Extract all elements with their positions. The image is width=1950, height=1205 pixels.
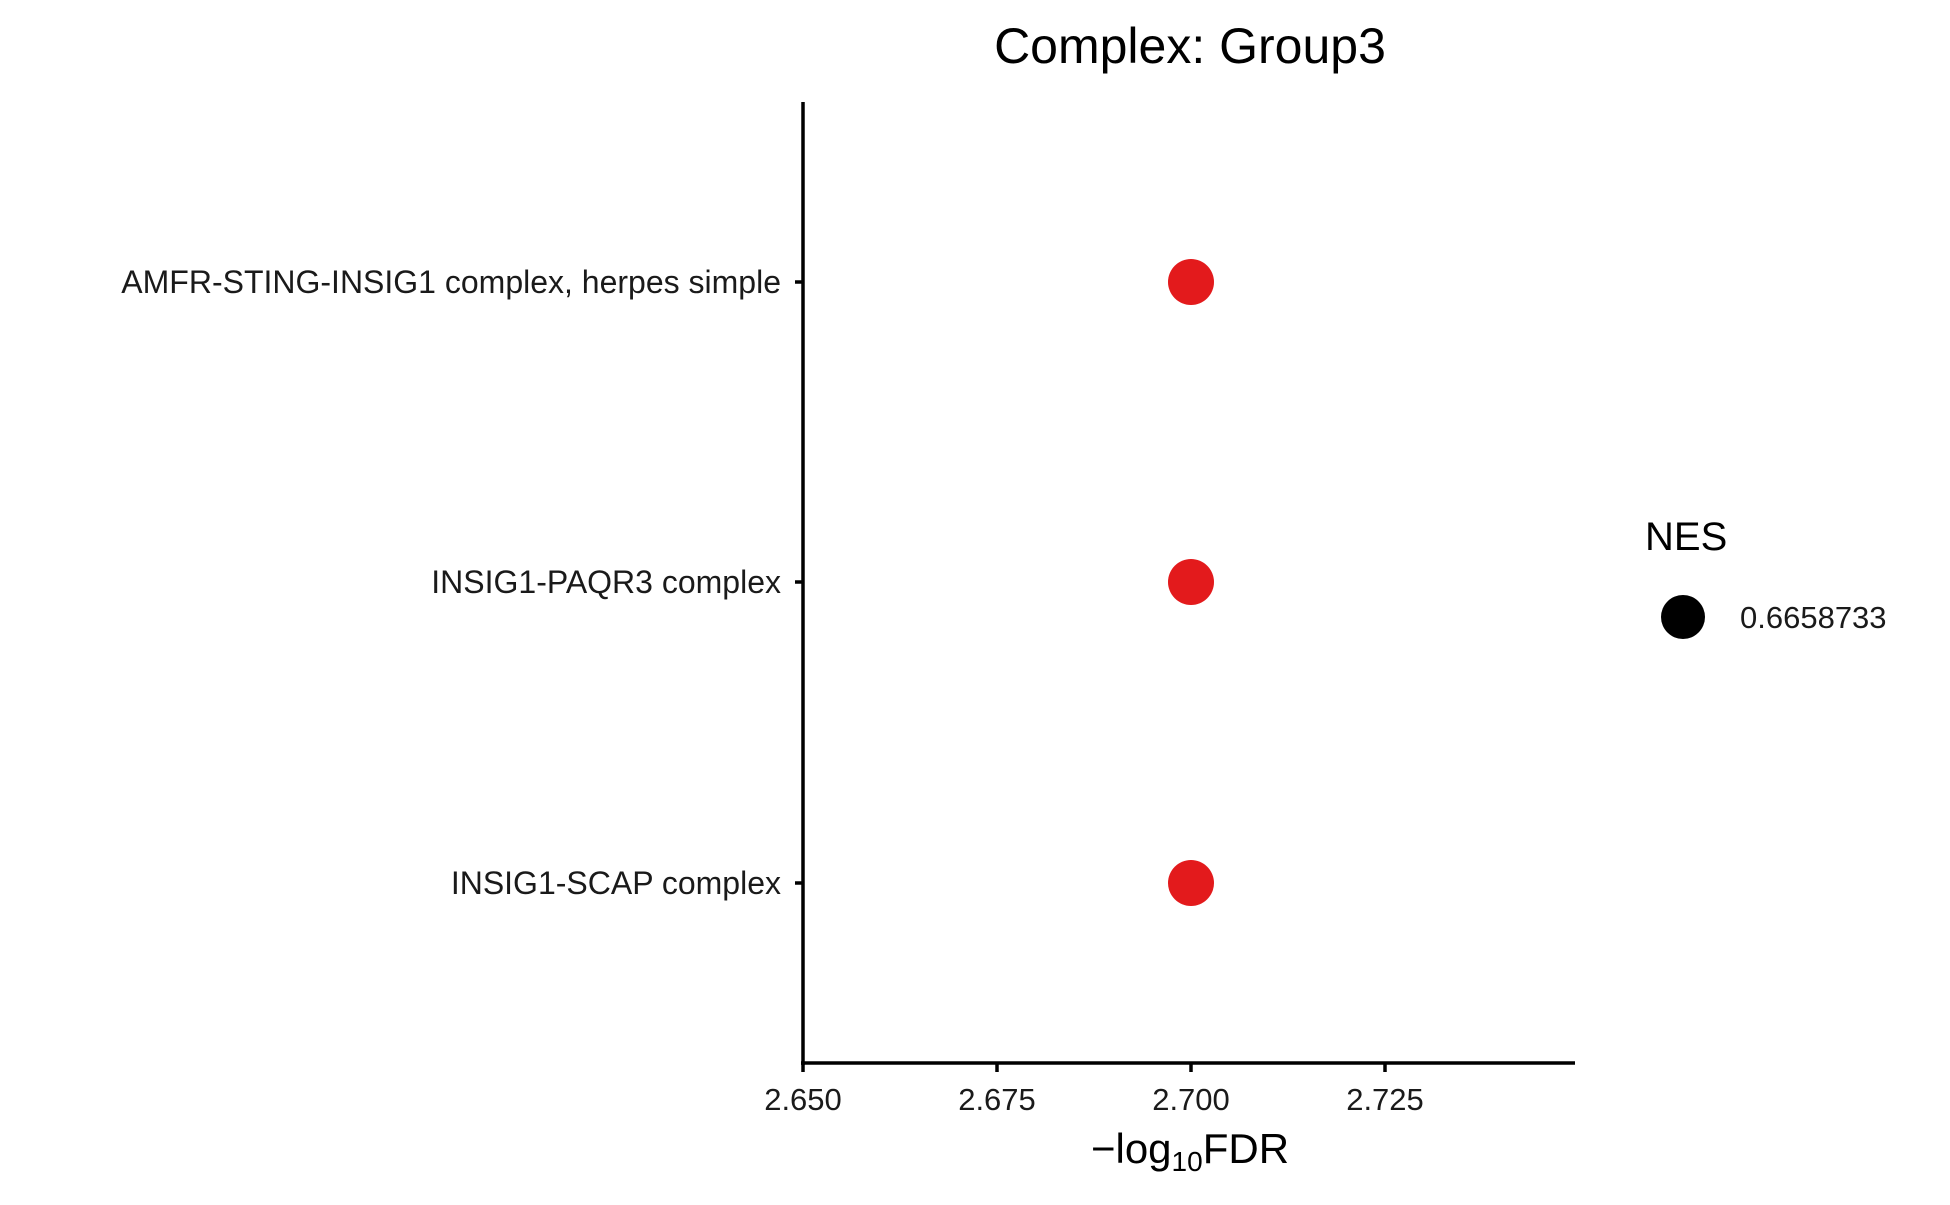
legend-label: 0.6658733	[1740, 600, 1887, 635]
plot-area: AMFR-STING-INSIG1 complex, herpes simple…	[121, 102, 1575, 1117]
x-axis-title-suffix: FDR	[1203, 1125, 1289, 1172]
x-axis-ticks: 2.650 2.675 2.700 2.725	[764, 1063, 1424, 1117]
chart-title: Complex: Group3	[994, 18, 1386, 74]
x-axis-title: −log10FDR	[1091, 1125, 1289, 1177]
data-points	[1168, 259, 1214, 906]
y-axis-ticks: AMFR-STING-INSIG1 complex, herpes simple…	[121, 264, 803, 901]
data-point	[1168, 259, 1214, 305]
x-axis-title-prefix: −log	[1091, 1125, 1172, 1172]
y-tick-label: INSIG1-SCAP complex	[451, 865, 781, 901]
x-tick-label: 2.650	[764, 1082, 842, 1117]
legend-marker	[1661, 595, 1705, 639]
y-tick-label: AMFR-STING-INSIG1 complex, herpes simple	[121, 264, 781, 300]
data-point	[1168, 860, 1214, 906]
data-point	[1168, 559, 1214, 605]
y-tick-label: INSIG1-PAQR3 complex	[431, 564, 781, 600]
legend-title: NES	[1645, 515, 1727, 559]
x-tick-label: 2.700	[1152, 1082, 1230, 1117]
legend: NES 0.6658733	[1645, 515, 1887, 639]
x-tick-label: 2.725	[1346, 1082, 1424, 1117]
x-axis-title-subscript: 10	[1172, 1146, 1203, 1177]
x-tick-label: 2.675	[958, 1082, 1036, 1117]
